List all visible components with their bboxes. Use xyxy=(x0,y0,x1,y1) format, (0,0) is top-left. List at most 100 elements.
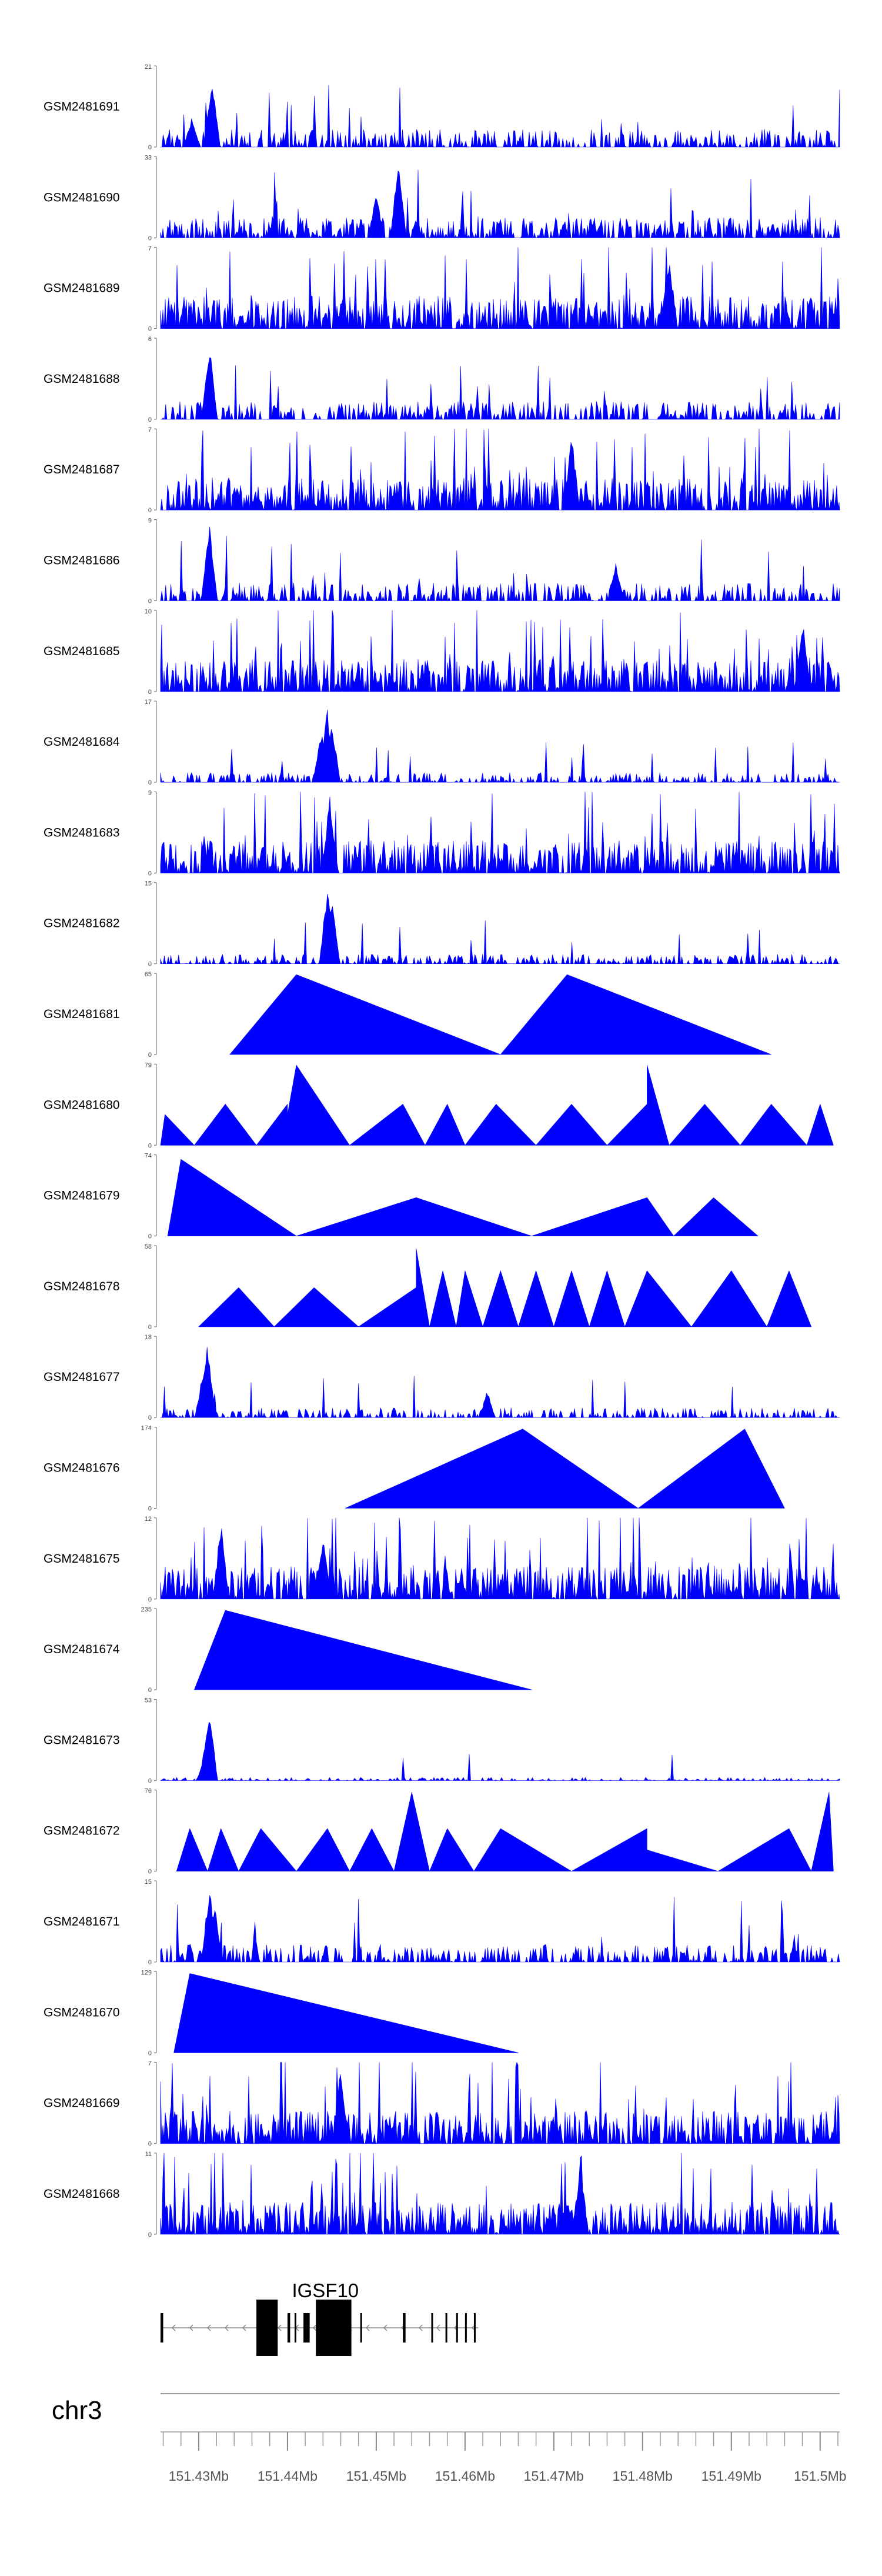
strand-chevron xyxy=(277,2324,282,2331)
y-zero-label: 0 xyxy=(148,1959,152,1966)
track-GSM2481677: GSM2481677 18 0 xyxy=(44,1334,840,1422)
chromosome-axis-track: chr3 151.43Mb 151.44Mb 151.45Mb 151.46Mb 151.… xyxy=(52,2393,847,2484)
gene-exon xyxy=(473,2313,476,2343)
y-max-label: 11 xyxy=(145,2151,152,2158)
track-GSM2481685: GSM2481685 10 0 xyxy=(44,608,840,696)
coverage-area xyxy=(194,1610,532,1690)
track-GSM2481670: GSM2481670 129 0 xyxy=(44,1969,519,2057)
coverage-tracks: GSM2481691210GSM2481690330GSM248168970GS… xyxy=(44,64,840,2238)
y-max-label: 7 xyxy=(148,2060,152,2067)
strand-chevron xyxy=(418,2324,423,2331)
track-label: GSM2481686 xyxy=(44,554,120,568)
track-label: GSM2481687 xyxy=(44,463,120,476)
gene-exon xyxy=(316,2300,352,2356)
y-zero-label: 0 xyxy=(148,1052,152,1059)
track-label: GSM2481680 xyxy=(44,1098,120,1112)
gene-exon xyxy=(256,2300,278,2356)
y-zero-label: 0 xyxy=(148,2141,152,2148)
y-max-label: 18 xyxy=(145,1334,152,1341)
coverage-area xyxy=(160,247,840,329)
gene-exon xyxy=(360,2313,362,2343)
coverage-area xyxy=(160,1065,834,1146)
track-GSM2481672: GSM2481672 76 0 xyxy=(44,1788,834,1876)
track-label: GSM2481691 xyxy=(44,100,120,114)
track-GSM2481669: GSM2481669 7 0 xyxy=(44,2060,840,2148)
y-zero-label: 0 xyxy=(148,2050,152,2057)
coverage-area xyxy=(198,1248,811,1327)
y-zero-label: 0 xyxy=(148,235,152,242)
y-max-label: 21 xyxy=(145,64,152,71)
strand-chevron xyxy=(436,2324,440,2331)
track-GSM2481673: GSM2481673 53 0 xyxy=(44,1697,840,1784)
axis-tick-label: 151.49Mb xyxy=(701,2468,761,2484)
axis-tick-label: 151.47Mb xyxy=(524,2468,584,2484)
y-zero-label: 0 xyxy=(148,1687,152,1694)
track-GSM2481683: GSM2481683 9 0 xyxy=(44,789,840,877)
coverage-area xyxy=(160,2153,840,2235)
coverage-area xyxy=(167,1159,759,1236)
strand-chevron xyxy=(206,2324,211,2331)
track-GSM2481671: GSM2481671 15 0 xyxy=(44,1878,840,1966)
coverage-area xyxy=(160,357,840,420)
y-zero-label: 0 xyxy=(148,1414,152,1422)
track-label: GSM2481690 xyxy=(44,191,120,204)
strand-chevron xyxy=(189,2324,193,2331)
y-max-label: 53 xyxy=(145,1697,152,1704)
track-label: GSM2481676 xyxy=(44,1461,120,1475)
strand-chevron xyxy=(171,2324,176,2331)
y-zero-label: 0 xyxy=(148,779,152,786)
gene-exon xyxy=(287,2313,290,2343)
coverage-area xyxy=(160,610,840,692)
track-label: GSM2481682 xyxy=(44,917,120,930)
y-zero-label: 0 xyxy=(148,416,152,423)
y-zero-label: 0 xyxy=(148,1142,152,1149)
axis-tick-label: 151.43Mb xyxy=(169,2468,229,2484)
y-zero-label: 0 xyxy=(148,689,152,696)
track-label: GSM2481670 xyxy=(44,2006,120,2019)
track-GSM2481679: GSM2481679 74 0 xyxy=(44,1153,759,1240)
y-max-label: 17 xyxy=(145,699,152,706)
y-zero-label: 0 xyxy=(148,1868,152,1876)
coverage-area xyxy=(345,1429,785,1509)
track-GSM2481684: GSM2481684 17 0 xyxy=(44,699,840,786)
track-label: GSM2481688 xyxy=(44,372,120,386)
track-label: GSM2481674 xyxy=(44,1643,120,1656)
track-GSM2481668: GSM2481668 11 0 xyxy=(44,2151,840,2238)
axis-tick-label: 151.44Mb xyxy=(258,2468,318,2484)
y-max-label: 12 xyxy=(145,1516,152,1523)
gene-exon xyxy=(431,2313,433,2343)
y-max-label: 79 xyxy=(145,1062,152,1069)
track-GSM2481674: GSM2481674 235 0 xyxy=(44,1606,532,1694)
track-label: GSM2481671 xyxy=(44,1915,120,1928)
track-label: GSM2481684 xyxy=(44,735,120,749)
coverage-area xyxy=(160,169,840,238)
coverage-area xyxy=(176,1792,834,1871)
track-GSM2481682: GSM2481682 15 0 xyxy=(44,880,840,968)
y-max-label: 7 xyxy=(148,426,152,433)
y-zero-label: 0 xyxy=(148,961,152,968)
track-label: GSM2481675 xyxy=(44,1552,120,1566)
track-label: GSM2481689 xyxy=(44,282,120,295)
y-zero-label: 0 xyxy=(148,1233,152,1240)
y-max-label: 15 xyxy=(145,880,152,887)
coverage-area xyxy=(160,526,840,601)
coverage-area xyxy=(160,2062,840,2144)
y-zero-label: 0 xyxy=(148,144,152,151)
strand-chevron xyxy=(383,2324,387,2331)
strand-chevron xyxy=(365,2324,370,2331)
gene-exon xyxy=(445,2313,447,2343)
y-zero-label: 0 xyxy=(148,1777,152,1784)
y-max-label: 76 xyxy=(145,1788,152,1795)
track-GSM2481681: GSM2481681 65 0 xyxy=(44,971,771,1059)
y-max-label: 15 xyxy=(145,1878,152,1886)
y-zero-label: 0 xyxy=(148,1506,152,1513)
y-max-label: 6 xyxy=(148,336,152,343)
track-label: GSM2481668 xyxy=(44,2187,120,2201)
axis-tick-label: 151.48Mb xyxy=(613,2468,673,2484)
y-max-label: 129 xyxy=(141,1969,152,1976)
axis-tick-label: 151.46Mb xyxy=(435,2468,495,2484)
gene-exon xyxy=(465,2313,467,2343)
track-GSM2481678: GSM2481678 58 0 xyxy=(44,1243,811,1331)
coverage-area xyxy=(160,1347,840,1418)
track-GSM2481689: GSM2481689 7 0 xyxy=(44,245,840,333)
